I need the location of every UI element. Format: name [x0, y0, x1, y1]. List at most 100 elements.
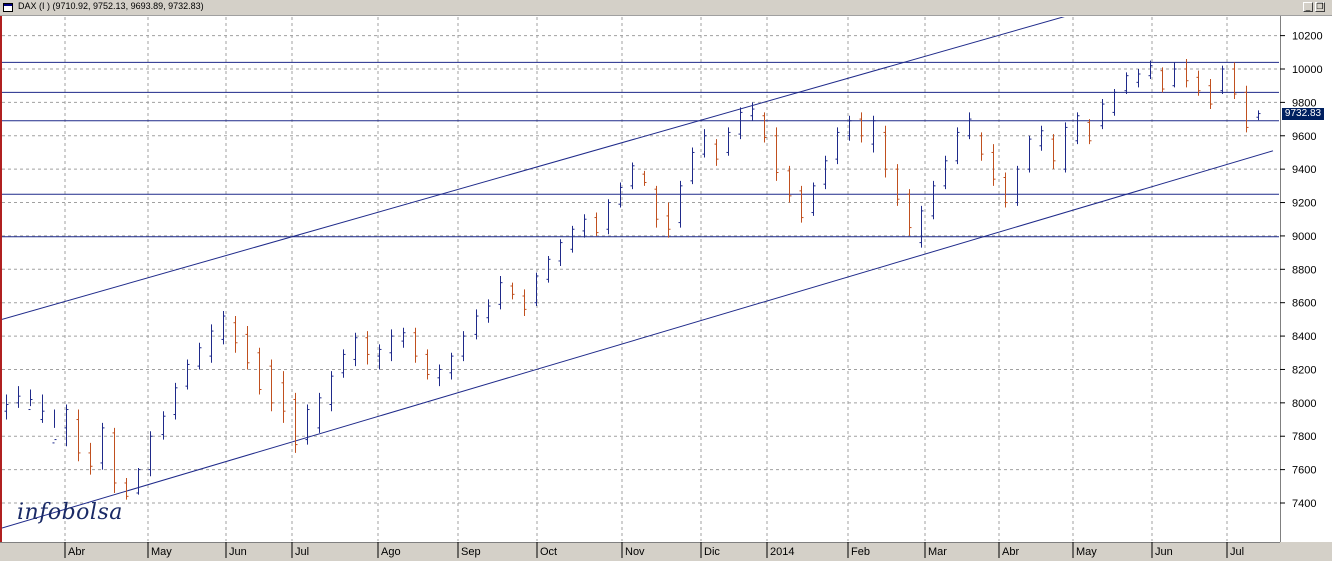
ohlc-bar — [389, 329, 394, 362]
ohlc-bar — [594, 212, 599, 236]
ohlc-bar — [1232, 62, 1237, 100]
y-tick-label: 8800 — [1292, 264, 1316, 276]
ohlc-bar — [787, 165, 792, 203]
ohlc-bar — [88, 442, 93, 475]
ohlc-bar — [100, 422, 105, 470]
ohlc-bar — [666, 202, 671, 238]
ohlc-bar — [762, 112, 767, 143]
ohlc-bar — [1208, 79, 1213, 110]
ohlc-bar — [437, 364, 442, 387]
ohlc-bar — [943, 155, 948, 190]
ohlc-bar — [750, 102, 755, 121]
ohlc-bar — [329, 371, 334, 412]
ohlc-bar — [341, 349, 346, 378]
ohlc-bar — [76, 409, 81, 462]
x-tick-label: May — [151, 546, 172, 558]
x-tick-label: May — [1076, 546, 1097, 558]
x-tick-label: Dic — [704, 546, 720, 558]
x-tick-label: Feb — [851, 546, 870, 558]
ohlc-bar — [209, 324, 214, 363]
ohlc-bar — [461, 331, 466, 362]
ohlc-bar — [1172, 62, 1177, 88]
x-tick-label: Sep — [461, 546, 481, 558]
ohlc-bar — [654, 185, 659, 228]
ohlc-bar — [774, 127, 779, 181]
x-tick-label: Jun — [1155, 546, 1173, 558]
ohlc-bar — [221, 311, 226, 345]
ohlc-bar — [967, 112, 972, 140]
ohlc-bar — [883, 125, 888, 178]
ohlc-bar — [281, 371, 286, 423]
ohlc-bar — [1136, 69, 1141, 88]
y-tick-label: 9800 — [1292, 97, 1316, 109]
ohlc-bar — [124, 477, 129, 500]
ohlc-bar — [498, 275, 503, 310]
ohlc-bar — [136, 467, 141, 495]
ohlc-bar — [1244, 85, 1249, 133]
ohlc-bar — [1196, 70, 1201, 96]
ohlc-bar — [28, 389, 33, 411]
ohlc-bar — [64, 404, 69, 447]
ohlc-bar — [642, 170, 647, 186]
ohlc-bar — [293, 392, 298, 453]
x-tick-label: Jul — [295, 546, 309, 558]
ohlc-bar — [546, 255, 551, 283]
x-tick-label: 2014 — [770, 546, 794, 558]
minimize-button[interactable]: _ — [1303, 2, 1313, 12]
y-tick-label: 9400 — [1292, 164, 1316, 176]
ohlc-bar — [955, 127, 960, 165]
x-tick-label: Abr — [1002, 546, 1019, 558]
ohlc-bar — [52, 409, 57, 444]
ohlc-bar — [1148, 60, 1153, 80]
ohlc-bar — [365, 331, 370, 365]
restore-button[interactable]: ❐ — [1315, 2, 1325, 12]
trendline — [2, 17, 1065, 320]
y-tick-label: 9000 — [1292, 231, 1316, 243]
y-tick-label: 8200 — [1292, 364, 1316, 376]
ohlc-bar — [425, 349, 430, 380]
ohlc-bar — [919, 205, 924, 248]
ohlc-bar — [486, 299, 491, 323]
y-tick-label: 9200 — [1292, 198, 1316, 210]
ohlc-bar — [1184, 58, 1189, 88]
ohlc-bar — [1112, 89, 1117, 116]
ohlc-bar — [245, 326, 250, 370]
y-tick-label: 7800 — [1292, 431, 1316, 443]
last-price-label: 9732.83 — [1282, 108, 1324, 120]
title-bar[interactable]: DAX (I ) (9710.92, 9752.13, 9693.89, 973… — [0, 0, 1332, 16]
ohlc-bar — [859, 112, 864, 143]
ohlc-bar — [702, 129, 707, 158]
x-tick-label: Nov — [625, 546, 645, 558]
ohlc-bar — [257, 347, 262, 395]
plot-area[interactable] — [0, 16, 1280, 542]
ohlc-bar — [534, 272, 539, 307]
ohlc-bar — [401, 327, 406, 348]
ohlc-bar — [678, 180, 683, 228]
trendline — [2, 150, 1274, 529]
ohlc-bar — [690, 147, 695, 185]
chart-window-icon — [3, 3, 13, 12]
ohlc-bar — [510, 282, 515, 300]
infobolsa-watermark: infobolsa — [17, 500, 123, 525]
ohlc-bar — [835, 127, 840, 165]
ohlc-bar — [738, 107, 743, 140]
ohlc-bar — [197, 342, 202, 370]
y-tick-label: 10000 — [1292, 64, 1323, 76]
y-tick-label: 10200 — [1292, 31, 1323, 43]
ohlc-bar — [1015, 165, 1020, 206]
ohlc-bar — [1003, 172, 1008, 208]
ohlc-bar — [269, 359, 274, 412]
ohlc-bar — [895, 164, 900, 206]
x-tick-label: Jun — [229, 546, 247, 558]
ohlc-bar — [931, 180, 936, 220]
x-tick-label: Abr — [68, 546, 85, 558]
ohlc-bar — [1220, 65, 1225, 95]
ohlc-bar — [112, 427, 117, 493]
ohlc-bar — [1087, 119, 1092, 145]
ohlc-bar — [233, 316, 238, 353]
ohlc-bar — [161, 411, 166, 440]
x-tick-label: Jul — [1230, 546, 1244, 558]
ohlc-bar — [606, 199, 611, 235]
